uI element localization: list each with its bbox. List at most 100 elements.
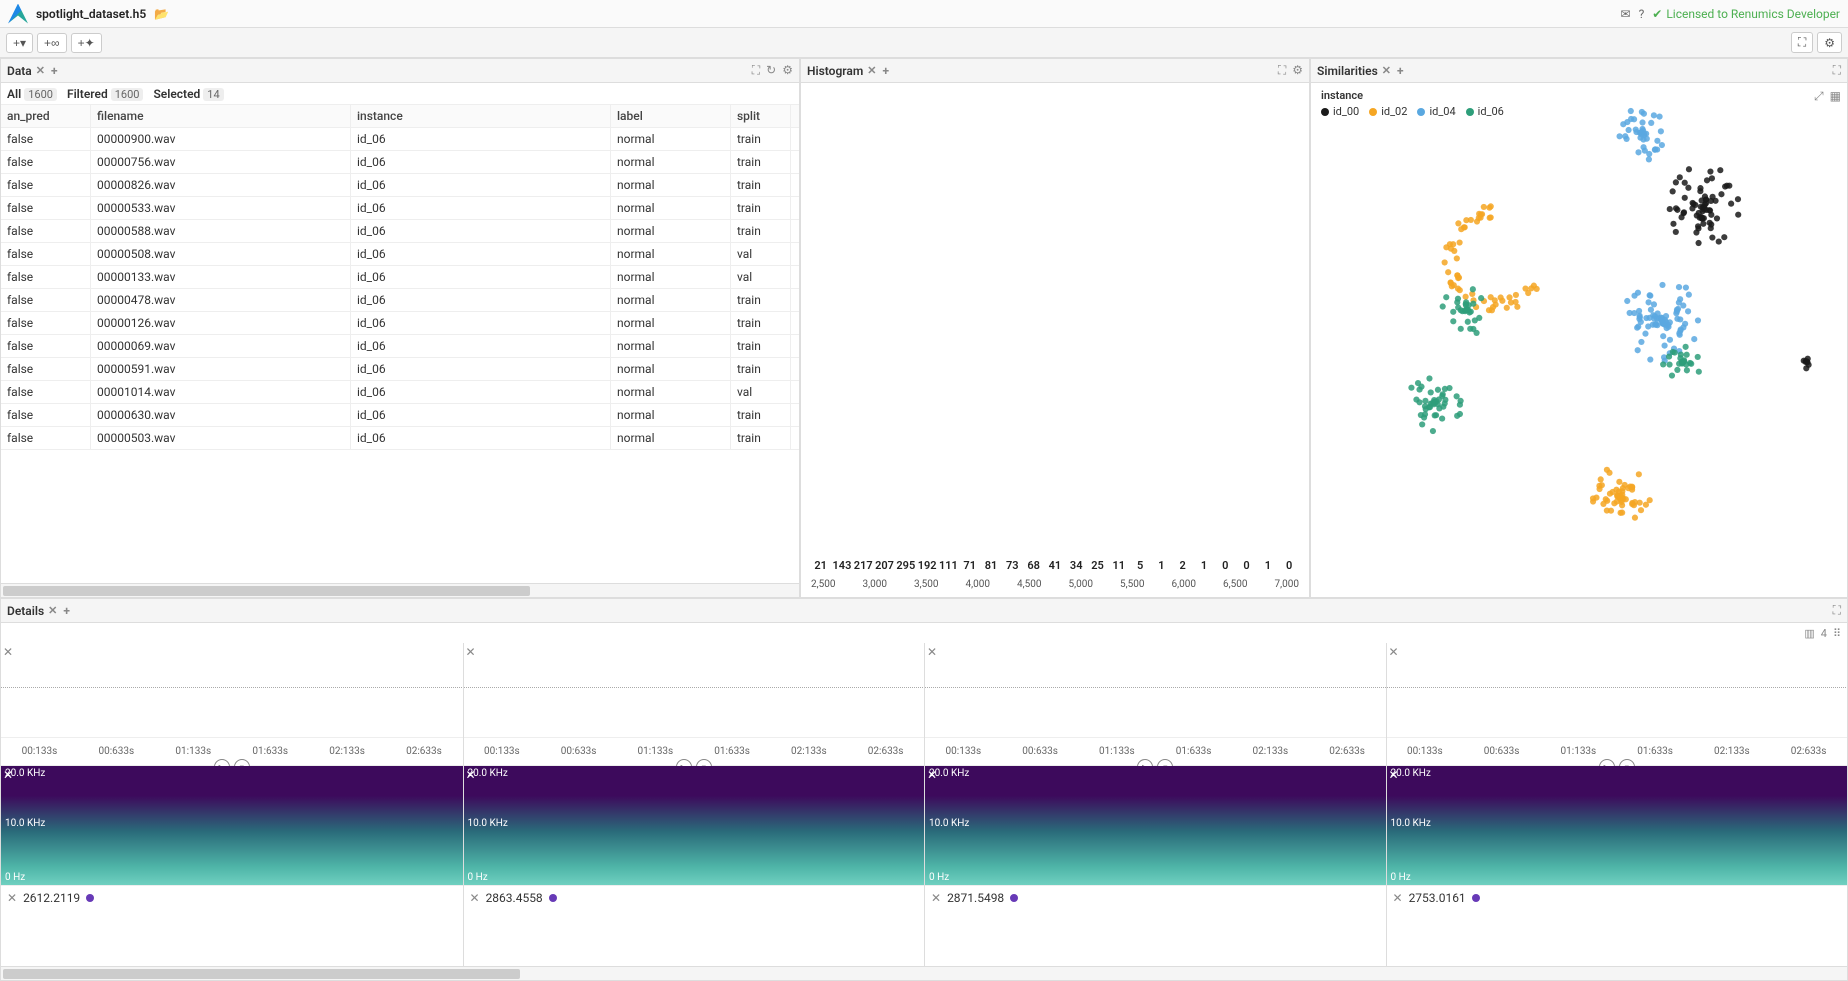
- scatter-point[interactable]: [1658, 128, 1664, 134]
- scatter-point[interactable]: [1467, 326, 1473, 332]
- scatter-point[interactable]: [1693, 229, 1699, 235]
- table-row[interactable]: false00000756.wavid_06normaltrain: [1, 151, 799, 174]
- scatter-point[interactable]: [1442, 400, 1448, 406]
- scatter-point[interactable]: [1603, 496, 1609, 502]
- table-row[interactable]: false00000533.wavid_06normaltrain: [1, 197, 799, 220]
- scatter-point[interactable]: [1465, 319, 1471, 325]
- column-header[interactable]: label: [611, 105, 731, 127]
- scatter-point[interactable]: [1667, 206, 1673, 212]
- scatter-point[interactable]: [1803, 365, 1809, 371]
- scatter-point[interactable]: [1627, 483, 1633, 489]
- scatter-point[interactable]: [1704, 177, 1710, 183]
- scatter-point[interactable]: [1648, 307, 1654, 313]
- close-icon[interactable]: ✕: [1389, 768, 1399, 782]
- scatter-point[interactable]: [1666, 361, 1672, 367]
- scatter-point[interactable]: [1686, 166, 1692, 172]
- scatter-point[interactable]: [1691, 336, 1697, 342]
- scatter-point[interactable]: [1682, 195, 1688, 201]
- table-row[interactable]: false00000133.wavid_06normalval: [1, 266, 799, 289]
- scatter-point[interactable]: [1488, 294, 1494, 300]
- close-icon[interactable]: ✕: [1389, 645, 1399, 659]
- scatter-point[interactable]: [1598, 476, 1604, 482]
- scatter-point[interactable]: [1647, 497, 1653, 503]
- scatter-point[interactable]: [1694, 212, 1700, 218]
- table-row[interactable]: false00000478.wavid_06normaltrain: [1, 289, 799, 312]
- tab-data[interactable]: Data ✕: [7, 64, 45, 78]
- scatter-point[interactable]: [1476, 211, 1482, 217]
- scatter-point[interactable]: [1432, 400, 1438, 406]
- scatter-point[interactable]: [1735, 212, 1741, 218]
- scatter-point[interactable]: [1635, 347, 1641, 353]
- folder-open-icon[interactable]: 📂: [154, 7, 169, 21]
- scatter-point[interactable]: [1430, 428, 1436, 434]
- scatter-point[interactable]: [1442, 259, 1448, 265]
- gear-icon[interactable]: ⚙: [782, 63, 793, 78]
- scatter-point[interactable]: [1488, 214, 1494, 220]
- scatter-point[interactable]: [1448, 246, 1454, 252]
- scatter-point[interactable]: [1728, 201, 1734, 207]
- expand-icon[interactable]: ⛶: [752, 63, 760, 78]
- scatter-point[interactable]: [1628, 108, 1634, 114]
- tab-histogram[interactable]: Histogram ✕: [807, 64, 877, 78]
- scatter-point[interactable]: [1448, 280, 1454, 286]
- scatter-point[interactable]: [1643, 315, 1649, 321]
- scatter-point[interactable]: [1508, 299, 1514, 305]
- scatter-point[interactable]: [1619, 492, 1625, 498]
- scatter-point[interactable]: [1626, 127, 1632, 133]
- table-row[interactable]: false00000508.wavid_06normalval: [1, 243, 799, 266]
- scatter-point[interactable]: [1688, 361, 1694, 367]
- table-row[interactable]: false00000900.wavid_06normaltrain: [1, 128, 799, 151]
- close-icon[interactable]: ✕: [867, 64, 876, 77]
- scatter-point[interactable]: [1700, 221, 1706, 227]
- details-h-scrollbar[interactable]: [1, 966, 1847, 980]
- scatter-point[interactable]: [1651, 301, 1657, 307]
- scatter-point[interactable]: [1670, 221, 1676, 227]
- scatter-point[interactable]: [1639, 119, 1645, 125]
- scatter-point[interactable]: [1660, 333, 1666, 339]
- scatter-point[interactable]: [1716, 238, 1722, 244]
- scatter-point[interactable]: [1607, 491, 1613, 497]
- scatter-point[interactable]: [1631, 310, 1637, 316]
- spectrogram[interactable]: 20.0 KHz10.0 KHz0 Hz✕: [464, 766, 925, 886]
- scatter-point[interactable]: [1684, 367, 1690, 373]
- scatter-point[interactable]: [1735, 196, 1741, 202]
- scatter-point[interactable]: [1677, 174, 1683, 180]
- scatter-point[interactable]: [1432, 412, 1438, 418]
- scatter-point[interactable]: [1620, 485, 1626, 491]
- similarities-plot[interactable]: ⤢ ▦ instance id_00id_02id_04id_06: [1311, 83, 1847, 597]
- scatter-point[interactable]: [1675, 306, 1681, 312]
- scatter-point[interactable]: [1473, 330, 1479, 336]
- scatter-point[interactable]: [1685, 185, 1691, 191]
- scatter-point[interactable]: [1638, 319, 1644, 325]
- add-tab-button[interactable]: +: [51, 64, 58, 78]
- expand-icon[interactable]: ⛶: [1833, 63, 1841, 78]
- scatter-point[interactable]: [1721, 234, 1727, 240]
- scatter-point[interactable]: [1457, 287, 1463, 293]
- close-icon[interactable]: ✕: [3, 768, 13, 782]
- scatter-point[interactable]: [1638, 507, 1644, 513]
- scatter-point[interactable]: [1488, 203, 1494, 209]
- column-header[interactable]: instance: [351, 105, 611, 127]
- scatter-point[interactable]: [1674, 207, 1680, 213]
- close-icon[interactable]: ✕: [7, 891, 17, 905]
- scatter-point[interactable]: [1635, 149, 1641, 155]
- scatter-point[interactable]: [1419, 421, 1425, 427]
- scatter-point[interactable]: [1673, 179, 1679, 185]
- scatter-point[interactable]: [1489, 307, 1495, 313]
- scatter-point[interactable]: [1606, 470, 1612, 476]
- scatter-point[interactable]: [1617, 510, 1623, 516]
- add-filter-button[interactable]: +▾: [6, 33, 33, 53]
- scatter-point[interactable]: [1416, 386, 1422, 392]
- scatter-point[interactable]: [1525, 290, 1531, 296]
- scatter-point[interactable]: [1457, 239, 1463, 245]
- add-tab-button[interactable]: +: [883, 64, 890, 78]
- scatter-point[interactable]: [1593, 495, 1599, 501]
- add-link-button[interactable]: +∞: [37, 33, 67, 53]
- gear-icon[interactable]: ⚙: [1292, 63, 1303, 78]
- close-icon[interactable]: ✕: [3, 645, 13, 659]
- scatter-point[interactable]: [1667, 337, 1673, 343]
- scatter-point[interactable]: [1709, 234, 1715, 240]
- scatter-point[interactable]: [1450, 309, 1456, 315]
- scatter-point[interactable]: [1454, 413, 1460, 419]
- scatter-point[interactable]: [1666, 353, 1672, 359]
